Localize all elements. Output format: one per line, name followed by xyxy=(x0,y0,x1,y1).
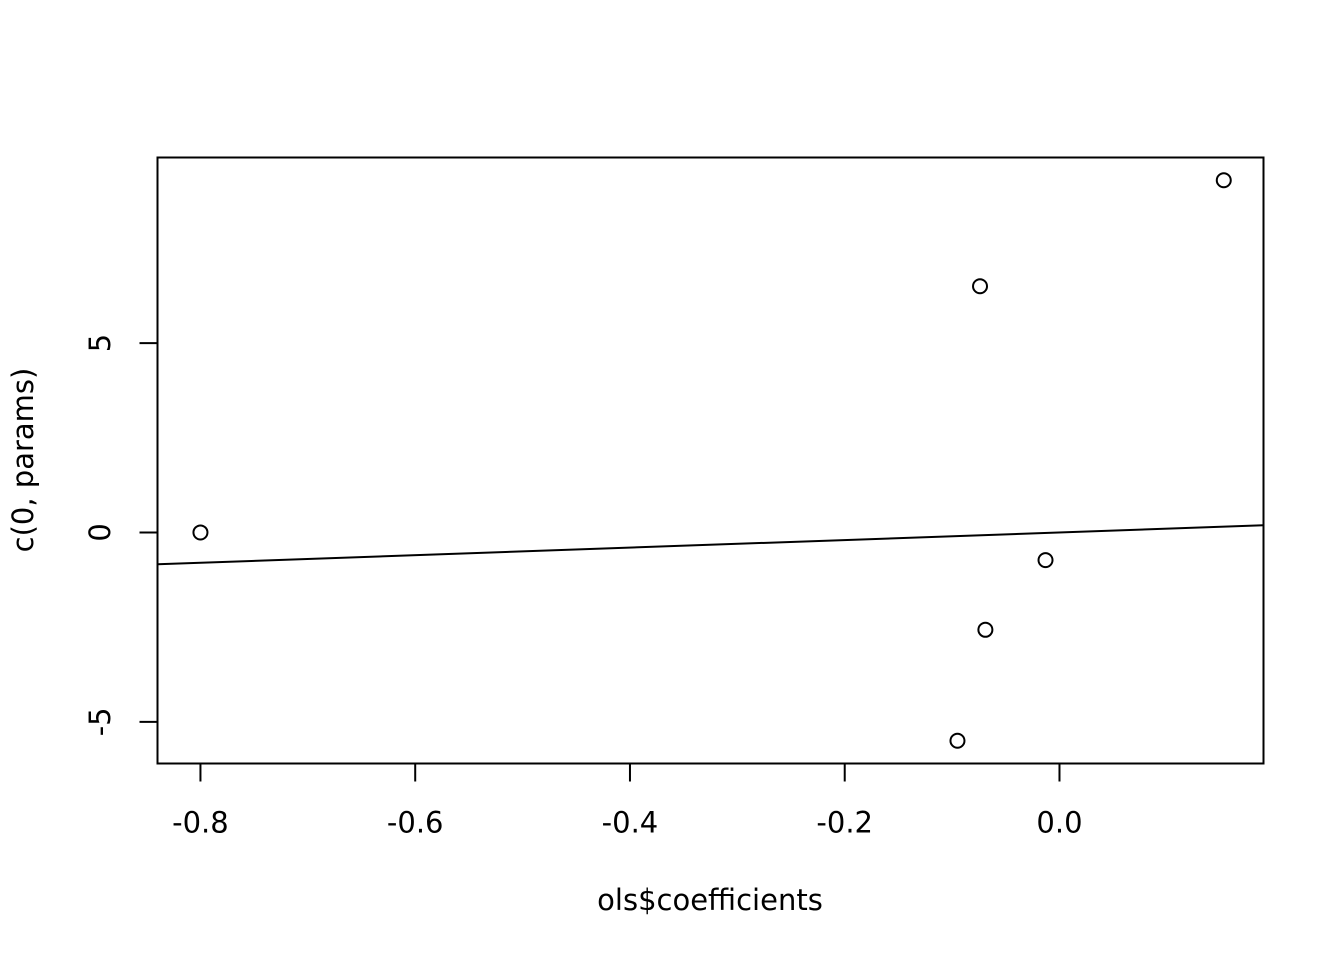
y-axis-label: c(0, params) xyxy=(6,368,40,553)
y-axis: -5 0 5 xyxy=(83,334,159,736)
x-axis-label: ols$coefficients xyxy=(597,883,823,917)
data-point xyxy=(1215,172,1232,189)
data-point xyxy=(977,621,994,638)
x-tick-label: -0.8 xyxy=(172,806,229,840)
y-tick-label: 5 xyxy=(83,334,117,352)
data-point xyxy=(192,524,209,541)
reference-line xyxy=(157,524,1264,566)
data-point xyxy=(972,278,989,295)
x-axis: -0.8 -0.6 -0.4 -0.2 0.0 xyxy=(172,762,1083,840)
plot-marks xyxy=(157,172,1264,749)
x-tick-label: -0.4 xyxy=(602,806,659,840)
plot-frame xyxy=(156,156,1265,765)
data-point xyxy=(949,732,966,749)
data-point xyxy=(1037,552,1054,569)
x-tick-label: 0.0 xyxy=(1036,806,1082,840)
x-tick-label: -0.2 xyxy=(816,806,873,840)
x-tick-label: -0.6 xyxy=(387,806,444,840)
y-tick-label: 0 xyxy=(83,523,117,541)
y-tick-label: -5 xyxy=(83,707,117,736)
